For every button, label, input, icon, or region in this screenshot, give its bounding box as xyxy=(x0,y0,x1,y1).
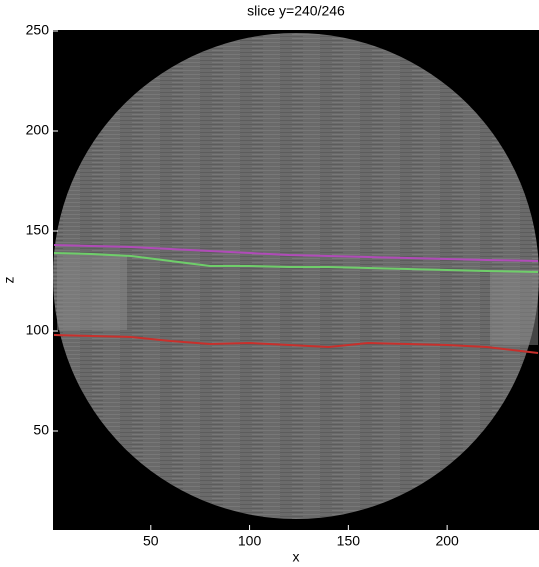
y-tick-label: 100 xyxy=(26,322,50,338)
series-line xyxy=(53,252,539,273)
y-tick-label: 250 xyxy=(26,22,50,38)
y-tick-label: 50 xyxy=(33,422,49,438)
y-axis-label: z xyxy=(1,277,17,284)
series-line xyxy=(53,244,539,262)
ct-slice xyxy=(53,33,539,519)
x-tick-label: 100 xyxy=(238,533,262,549)
x-axis-label: x xyxy=(293,549,300,565)
x-tick-label: 150 xyxy=(337,533,361,549)
series-line xyxy=(53,334,539,354)
bright-region xyxy=(57,255,127,330)
x-tick-label: 50 xyxy=(143,533,159,549)
y-tick-label: 200 xyxy=(26,122,50,138)
bright-region xyxy=(490,270,538,345)
x-tick-label: 200 xyxy=(435,533,459,549)
chart-title: slice y=240/246 xyxy=(247,3,345,19)
y-tick-label: 150 xyxy=(26,222,50,238)
